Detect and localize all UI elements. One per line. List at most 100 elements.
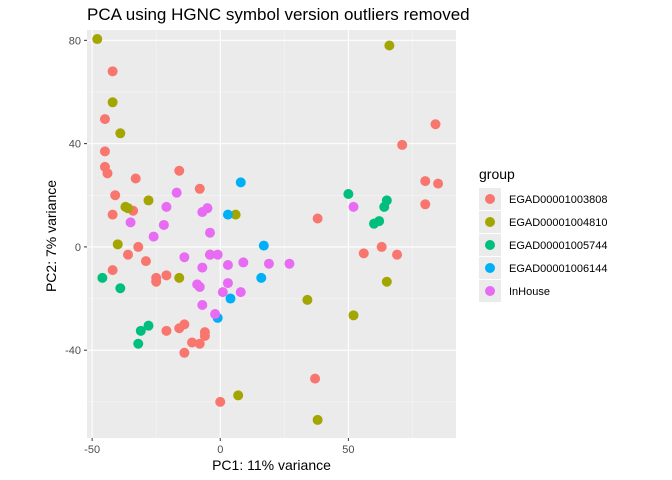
data-point — [107, 97, 118, 108]
data-point — [171, 187, 182, 198]
data-point — [205, 249, 215, 260]
data-point — [107, 265, 118, 276]
data-point — [312, 213, 323, 224]
legend-label: EGAD00001003808 — [509, 194, 607, 206]
series-egad00001003808 — [99, 66, 444, 407]
data-point — [161, 201, 172, 212]
data-point — [230, 209, 241, 220]
data-point — [205, 227, 215, 238]
data-point — [235, 287, 246, 298]
data-point — [133, 338, 144, 349]
legend-title: group — [479, 166, 515, 182]
y-tick-label: -40 — [65, 345, 81, 357]
data-point — [358, 248, 369, 259]
data-point — [92, 34, 103, 45]
data-point — [161, 270, 172, 281]
data-point — [343, 188, 354, 199]
legend-key-marker — [485, 263, 495, 273]
y-axis-ticks: -40 0 40 80 — [65, 35, 87, 357]
data-point — [238, 257, 249, 268]
data-point — [143, 195, 154, 206]
data-point — [107, 209, 118, 220]
major-gridlines — [87, 30, 456, 438]
data-point — [235, 177, 246, 188]
data-point — [130, 173, 141, 184]
data-point — [302, 294, 313, 305]
data-point — [110, 190, 121, 201]
data-point — [194, 281, 205, 292]
data-point — [258, 240, 269, 251]
legend-item: EGAD00001004810 — [479, 211, 607, 233]
data-point — [115, 128, 126, 139]
data-point — [187, 337, 198, 348]
legend-label: EGAD00001004810 — [509, 217, 607, 229]
legend-item: EGAD00001003808 — [479, 188, 607, 210]
x-axis-ticks: -50 0 50 — [84, 438, 355, 456]
data-point — [179, 347, 190, 358]
data-point — [376, 241, 387, 252]
data-point — [199, 327, 210, 338]
legend-label: EGAD00001005744 — [509, 240, 607, 252]
data-point — [197, 262, 208, 273]
data-point — [381, 195, 392, 206]
y-tick-label: 40 — [69, 139, 81, 151]
chart-title: PCA using HGNC symbol version outliers r… — [87, 5, 470, 24]
y-tick-label: 0 — [75, 242, 81, 254]
data-point — [392, 249, 403, 260]
data-point — [222, 278, 233, 289]
data-point — [143, 320, 154, 331]
legend-label: InHouse — [509, 286, 550, 298]
x-axis-title: PC1: 11% variance — [212, 457, 331, 473]
legend-key-marker — [485, 240, 495, 250]
data-point — [174, 165, 185, 176]
data-point — [222, 259, 233, 270]
series-egad00001006144 — [212, 177, 269, 323]
legend-item: EGAD00001005744 — [479, 234, 607, 256]
data-point — [112, 239, 123, 250]
plot-panel — [87, 30, 456, 438]
data-point — [374, 216, 385, 227]
data-point — [222, 209, 233, 220]
data-point — [102, 168, 113, 179]
x-tick-label: 0 — [217, 444, 223, 456]
data-point — [179, 319, 190, 330]
data-point — [158, 219, 169, 230]
data-point — [381, 276, 392, 287]
data-point — [397, 139, 408, 150]
data-point — [312, 414, 323, 425]
legend: group EGAD00001003808 EGAD00001004810 EGAD… — [479, 166, 607, 302]
data-point — [97, 272, 108, 283]
data-point — [135, 325, 146, 336]
data-point — [202, 203, 213, 214]
data-point — [99, 114, 110, 125]
data-point — [179, 252, 190, 263]
data-point — [197, 300, 208, 311]
x-tick-label: -50 — [84, 444, 100, 456]
data-points — [92, 34, 444, 425]
series-inhouse — [125, 187, 359, 320]
series-egad00001005744 — [97, 188, 392, 349]
legend-item: InHouse — [479, 280, 550, 302]
legend-key-marker — [485, 217, 495, 227]
data-point — [348, 201, 359, 212]
data-point — [115, 283, 126, 294]
data-point — [217, 287, 228, 298]
data-point — [123, 249, 133, 260]
data-point — [161, 325, 172, 336]
data-point — [151, 276, 162, 287]
data-point — [256, 272, 267, 283]
data-point — [215, 396, 226, 407]
legend-label: EGAD00001006144 — [509, 263, 607, 275]
data-point — [310, 373, 321, 384]
data-point — [194, 183, 205, 194]
data-point — [430, 119, 441, 130]
y-tick-label: 80 — [69, 35, 81, 47]
data-point — [212, 249, 223, 260]
data-point — [107, 66, 118, 77]
data-point — [210, 309, 221, 320]
data-point — [433, 178, 444, 189]
data-point — [125, 217, 136, 228]
y-axis-title: PC2: 7% variance — [43, 180, 59, 292]
data-point — [225, 293, 236, 304]
